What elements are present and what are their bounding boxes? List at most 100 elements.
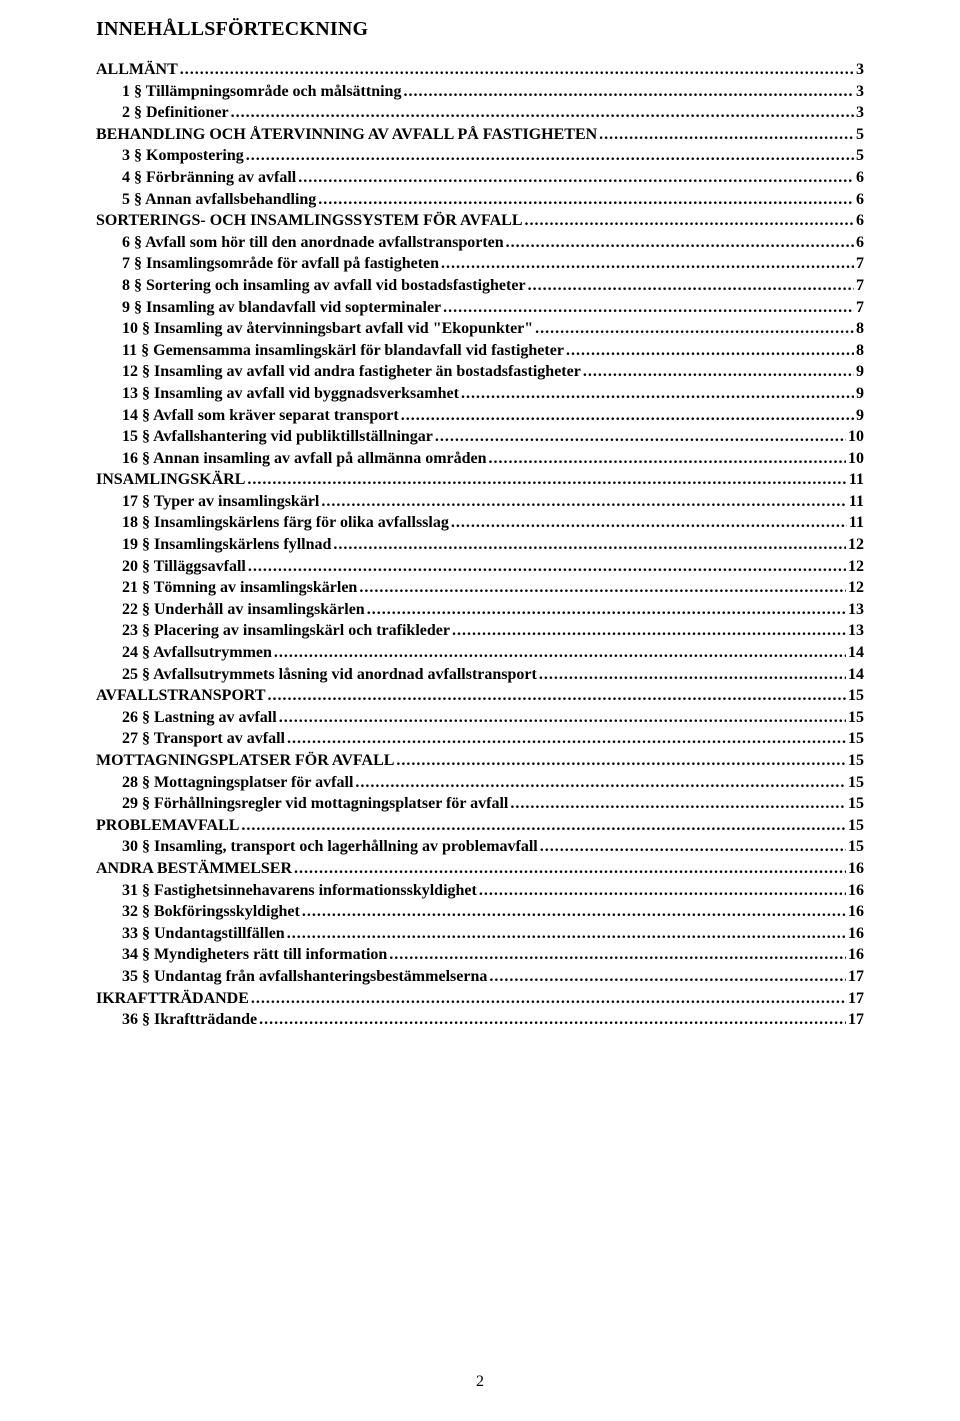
toc-entry-label: 5 § Annan avfallsbehandling xyxy=(122,189,316,211)
toc-entry-page: 17 xyxy=(846,966,864,988)
toc-entry-page: 16 xyxy=(846,901,864,923)
toc-entry-label: PROBLEMAVFALL xyxy=(96,815,239,837)
toc-entry-label: 36 § Ikraftträdande xyxy=(122,1009,257,1031)
toc-leader xyxy=(353,772,846,794)
toc-entry-page: 15 xyxy=(846,750,864,772)
toc-entry-label: 30 § Insamling, transport och lagerhålln… xyxy=(122,836,538,858)
toc-entry-label: 2 § Definitioner xyxy=(122,102,229,124)
toc-entry-label: 9 § Insamling av blandavfall vid sopterm… xyxy=(122,297,441,319)
toc-entry-label: 3 § Kompostering xyxy=(122,145,244,167)
toc-entry-label: IKRAFTTRÄDANDE xyxy=(96,988,249,1010)
toc-entry-page: 7 xyxy=(854,297,864,319)
toc-entry-page: 3 xyxy=(854,102,864,124)
toc-entry-label: 22 § Underhåll av insamlingskärlen xyxy=(122,599,365,621)
toc-leader xyxy=(285,728,846,750)
toc-leader xyxy=(487,966,846,988)
toc-leader xyxy=(249,988,846,1010)
toc-entry-label: 21 § Tömning av insamlingskärlen xyxy=(122,577,357,599)
toc-leader xyxy=(331,534,846,556)
toc-entry-label: 35 § Undantag från avfallshanteringsbest… xyxy=(122,966,487,988)
toc-entry: 24 § Avfallsutrymmen14 xyxy=(96,642,864,664)
toc-entry: 10 § Insamling av återvinningsbart avfal… xyxy=(96,318,864,340)
toc-entry-label: 15 § Avfallshantering vid publiktillstäl… xyxy=(122,426,433,448)
toc-entry: 22 § Underhåll av insamlingskärlen13 xyxy=(96,599,864,621)
toc-entry: 3 § Kompostering 5 xyxy=(96,145,864,167)
toc-entry-label: 28 § Mottagningsplatser för avfall xyxy=(122,772,353,794)
toc-entry: 34 § Myndigheters rätt till information 1… xyxy=(96,944,864,966)
toc-entry-page: 9 xyxy=(854,405,864,427)
toc-leader xyxy=(239,815,846,837)
toc-entry-label: 34 § Myndigheters rätt till information xyxy=(122,944,387,966)
toc-leader xyxy=(597,124,854,146)
toc-leader xyxy=(441,297,854,319)
toc-entry: 26 § Lastning av avfall15 xyxy=(96,707,864,729)
toc-entry-label: 8 § Sortering och insamling av avfall vi… xyxy=(122,275,526,297)
toc-entry-page: 16 xyxy=(846,880,864,902)
toc-leader xyxy=(508,793,846,815)
toc-entry-page: 14 xyxy=(846,664,864,686)
toc-entry: ALLMÄNT3 xyxy=(96,59,864,81)
toc-entry: 7 § Insamlingsområde för avfall på fasti… xyxy=(96,253,864,275)
toc-leader xyxy=(477,880,846,902)
toc-entry: 35 § Undantag från avfallshanteringsbest… xyxy=(96,966,864,988)
toc-entry-label: ALLMÄNT xyxy=(96,59,178,81)
toc-entry-page: 7 xyxy=(854,253,864,275)
toc-entry: 31 § Fastighetsinnehavarens informations… xyxy=(96,880,864,902)
toc-entry: 21 § Tömning av insamlingskärlen12 xyxy=(96,577,864,599)
toc-entry-label: 10 § Insamling av återvinningsbart avfal… xyxy=(122,318,533,340)
toc-entry: 8 § Sortering och insamling av avfall vi… xyxy=(96,275,864,297)
toc-entry-page: 11 xyxy=(847,469,864,491)
toc-leader xyxy=(433,426,846,448)
toc-entry: 33 § Undantagstillfällen16 xyxy=(96,923,864,945)
toc-entry-page: 6 xyxy=(854,232,864,254)
toc-entry-page: 17 xyxy=(846,988,864,1010)
toc-leader xyxy=(244,145,854,167)
toc-entry-page: 5 xyxy=(854,145,864,167)
toc-entry: SORTERINGS- OCH INSAMLINGSSYSTEM FÖR AVF… xyxy=(96,210,864,232)
toc-leader xyxy=(316,189,854,211)
toc-entry-page: 5 xyxy=(854,124,864,146)
toc-entry-page: 15 xyxy=(846,793,864,815)
toc-leader xyxy=(229,102,854,124)
toc-entry: 18 § Insamlingskärlens färg för olika av… xyxy=(96,512,864,534)
toc-leader xyxy=(277,707,846,729)
toc-entry: 20 § Tilläggsavfall12 xyxy=(96,556,864,578)
toc-leader xyxy=(449,512,847,534)
toc-entry-page: 10 xyxy=(846,448,864,470)
toc-entry: 9 § Insamling av blandavfall vid sopterm… xyxy=(96,297,864,319)
toc-entry-page: 15 xyxy=(846,685,864,707)
toc-entry-page: 9 xyxy=(854,383,864,405)
toc-leader xyxy=(537,664,846,686)
toc-entry: 2 § Definitioner 3 xyxy=(96,102,864,124)
toc-entry: 19 § Insamlingskärlens fyllnad12 xyxy=(96,534,864,556)
toc-entry-label: 12 § Insamling av avfall vid andra fasti… xyxy=(122,361,581,383)
toc-entry-page: 10 xyxy=(846,426,864,448)
toc-leader xyxy=(178,59,854,81)
toc-entry-page: 12 xyxy=(846,534,864,556)
toc-entry: 36 § Ikraftträdande17 xyxy=(96,1009,864,1031)
toc-entry-label: SORTERINGS- OCH INSAMLINGSSYSTEM FÖR AVF… xyxy=(96,210,522,232)
toc-entry-page: 15 xyxy=(846,728,864,750)
toc-leader xyxy=(459,383,854,405)
toc-entry: 28 § Mottagningsplatser för avfall 15 xyxy=(96,772,864,794)
toc-entry: 12 § Insamling av avfall vid andra fasti… xyxy=(96,361,864,383)
toc-entry-label: 29 § Förhållningsregler vid mottagningsp… xyxy=(122,793,508,815)
toc-entry-label: 25 § Avfallsutrymmets låsning vid anordn… xyxy=(122,664,537,686)
toc-entry-page: 16 xyxy=(846,944,864,966)
toc-leader xyxy=(365,599,846,621)
toc-entry: BEHANDLING OCH ÅTERVINNING AV AVFALL PÅ … xyxy=(96,124,864,146)
toc-entry-page: 15 xyxy=(846,772,864,794)
toc-leader xyxy=(246,556,846,578)
toc-entry-page: 15 xyxy=(846,815,864,837)
toc-leader xyxy=(538,836,846,858)
toc-entry-page: 16 xyxy=(846,923,864,945)
toc-entry-label: 32 § Bokföringsskyldighet xyxy=(122,901,300,923)
toc-entry: 4 § Förbränning av avfall6 xyxy=(96,167,864,189)
toc-title: INNEHÅLLSFÖRTECKNING xyxy=(96,18,864,41)
toc-entry-page: 15 xyxy=(846,836,864,858)
toc-leader xyxy=(319,491,847,513)
toc-entry: 32 § Bokföringsskyldighet 16 xyxy=(96,901,864,923)
toc-leader xyxy=(487,448,846,470)
toc-entry: 29 § Förhållningsregler vid mottagningsp… xyxy=(96,793,864,815)
toc-entry-page: 6 xyxy=(854,210,864,232)
